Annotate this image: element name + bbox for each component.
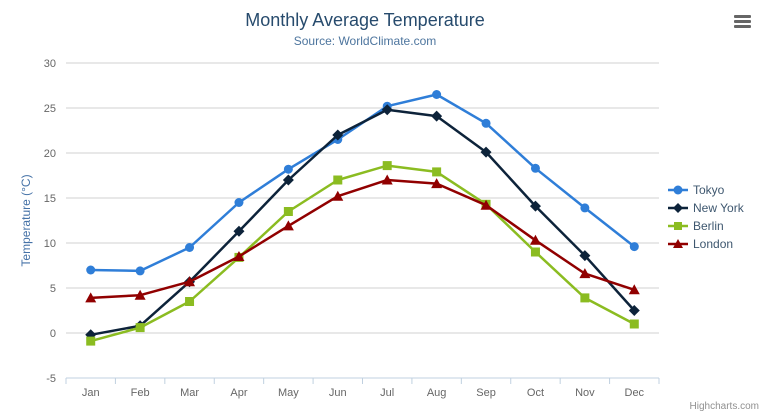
square-marker-icon	[668, 221, 688, 230]
legend-item-berlin[interactable]: Berlin	[668, 217, 744, 234]
data-point-marker	[135, 266, 145, 276]
data-point-marker	[233, 251, 245, 261]
data-point-marker	[431, 178, 443, 189]
chart-title: Monthly Average Temperature	[245, 10, 485, 30]
data-point-marker	[85, 292, 97, 303]
triangle-marker-icon	[668, 238, 688, 248]
data-point-marker	[185, 297, 195, 306]
data-point-marker	[233, 225, 245, 237]
series-new-york[interactable]	[85, 104, 640, 341]
x-axis-label: Feb	[131, 387, 150, 399]
data-point-marker	[629, 319, 639, 329]
data-point-marker	[580, 293, 590, 303]
y-axis-label: 30	[44, 58, 56, 70]
data-point-marker	[86, 265, 96, 275]
data-point-marker	[628, 305, 640, 316]
data-point-marker	[432, 90, 442, 99]
data-point-marker	[185, 243, 195, 252]
data-point-marker	[332, 129, 344, 141]
y-axis-title: Temperature (°C)	[19, 174, 33, 266]
legend-label: London	[693, 236, 734, 251]
data-point-marker	[481, 118, 491, 128]
x-axis-label: Jan	[82, 387, 100, 399]
circle-marker-icon	[668, 185, 688, 194]
export-menu-button[interactable]	[729, 10, 755, 32]
data-point-marker	[333, 175, 343, 185]
y-axis-label: 5	[50, 283, 56, 295]
data-point-marker	[184, 276, 196, 287]
x-axis-label: Mar	[180, 387, 199, 399]
legend: Tokyo New York Berlin London	[668, 180, 744, 253]
legend-label: New York	[693, 200, 744, 215]
y-axis-label: -5	[46, 373, 56, 385]
data-point-marker	[332, 190, 344, 201]
data-point-marker	[382, 161, 392, 171]
diamond-marker-icon	[668, 202, 688, 213]
chart-subtitle: Source: WorldClimate.com	[293, 34, 437, 48]
data-point-marker	[283, 164, 293, 174]
series-line	[89, 164, 636, 343]
data-point-marker	[480, 199, 492, 210]
data-point-marker	[579, 268, 591, 279]
y-axis-label: 15	[44, 193, 56, 205]
data-point-marker	[629, 242, 639, 252]
legend-item-london[interactable]: London	[668, 235, 744, 252]
x-axis-label: Jun	[329, 387, 347, 399]
data-point-marker	[134, 289, 146, 300]
data-point-marker	[86, 336, 96, 346]
data-point-marker	[432, 167, 442, 177]
data-point-marker	[282, 220, 294, 231]
series-line	[89, 108, 636, 337]
data-point-marker	[381, 104, 393, 116]
data-point-marker	[580, 203, 590, 213]
x-axis-label: Dec	[625, 387, 645, 399]
legend-item-tokyo[interactable]: Tokyo	[668, 181, 744, 198]
y-axis-label: 10	[44, 238, 56, 250]
y-axis-label: 0	[50, 328, 56, 340]
x-axis-label: Jul	[380, 387, 394, 399]
data-point-marker	[282, 174, 294, 186]
legend-label: Tokyo	[693, 182, 725, 197]
series-london[interactable]	[85, 174, 640, 303]
data-point-marker	[530, 247, 540, 257]
x-axis-label: May	[278, 387, 299, 399]
y-axis-label: 25	[44, 103, 56, 115]
x-axis-label: Sep	[476, 387, 496, 399]
data-point-marker	[431, 110, 443, 122]
x-axis-label: Aug	[427, 387, 447, 399]
legend-item-new-york[interactable]: New York	[668, 199, 744, 216]
data-point-marker	[135, 323, 145, 333]
series-line	[89, 93, 636, 273]
credits-link[interactable]: Highcharts.com	[689, 401, 759, 412]
series-tokyo[interactable]	[86, 90, 639, 276]
data-point-marker	[529, 234, 541, 245]
data-point-marker	[283, 207, 293, 216]
x-axis-label: Apr	[230, 387, 247, 399]
legend-label: Berlin	[693, 218, 724, 233]
y-axis-label: 20	[44, 148, 56, 160]
x-axis-label: Oct	[527, 387, 544, 399]
data-point-marker	[628, 284, 640, 295]
data-point-marker	[381, 174, 393, 185]
data-point-marker	[529, 200, 541, 212]
x-axis-label: Nov	[575, 387, 595, 399]
data-point-marker	[579, 250, 591, 262]
hamburger-icon	[733, 14, 751, 18]
data-point-marker	[234, 198, 244, 207]
series-line	[89, 178, 636, 300]
data-point-marker	[480, 146, 492, 158]
data-point-marker	[530, 163, 540, 173]
